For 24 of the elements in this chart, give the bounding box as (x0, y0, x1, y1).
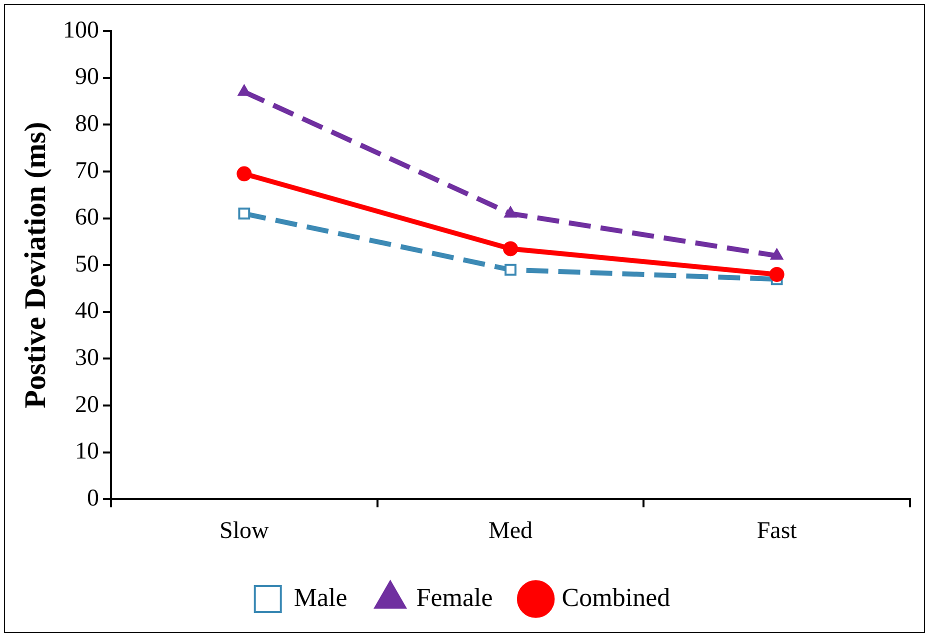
point (236, 166, 252, 182)
y-tick-label: 30 (75, 345, 99, 372)
point (769, 266, 784, 282)
y-tick-label: 100 (63, 17, 99, 44)
point (238, 208, 250, 220)
x-tick-label: Slow (219, 518, 270, 544)
legend-label: Female (416, 582, 493, 612)
x-tick-label: Med (488, 518, 532, 544)
y-tick-label: 60 (75, 204, 99, 231)
legend-label: Male (294, 582, 348, 612)
y-tick-label: 0 (87, 485, 99, 512)
point (504, 206, 518, 218)
y-tick-label: 90 (75, 64, 99, 90)
point (503, 241, 518, 256)
y-tick-label: 70 (75, 158, 99, 184)
y-tick-label: 40 (75, 298, 99, 324)
x-tick-label: Fast (756, 518, 798, 544)
y-tick-label: 10 (75, 438, 99, 465)
y-axis-title: Postive Deviation (ms) (18, 122, 52, 408)
y-tick-label: 20 (75, 392, 99, 418)
y-tick-label: 80 (75, 110, 99, 137)
y-tick-label: 50 (75, 251, 99, 278)
legend-label: Combined (562, 582, 670, 612)
point (504, 264, 516, 276)
